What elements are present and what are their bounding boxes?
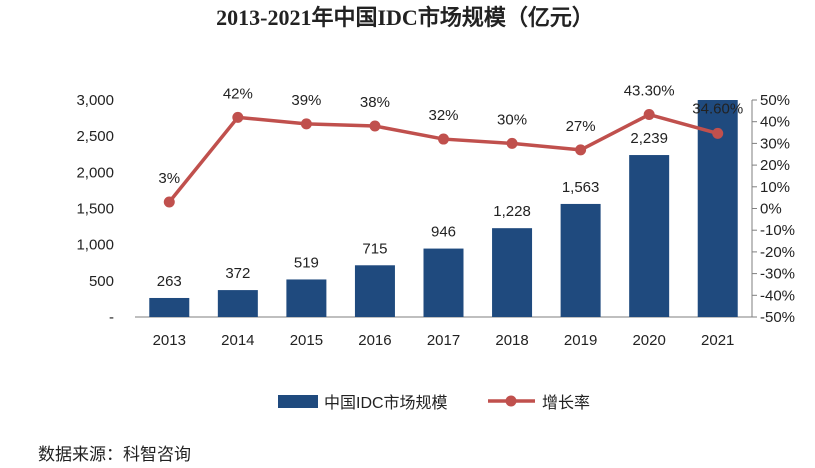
legend-line-marker	[505, 395, 517, 407]
y-right-tick-label: -40%	[760, 287, 795, 304]
y-right-tick-label: -20%	[760, 244, 795, 261]
growth-point	[438, 133, 449, 145]
bar	[217, 290, 258, 317]
bar-data-label: 1,563	[562, 179, 600, 196]
growth-data-label: 42%	[223, 85, 253, 102]
y-right-tick-label: 20%	[760, 157, 790, 174]
bar	[149, 297, 190, 317]
y-left-tick-label: 2,000	[76, 164, 114, 181]
growth-data-label: 32%	[428, 107, 458, 124]
y-left-tick-label: -	[109, 309, 114, 326]
growth-point	[300, 118, 312, 130]
x-tick-label: 2015	[290, 332, 323, 349]
bar	[560, 203, 601, 317]
y-left-tick-label: 1,500	[76, 201, 114, 218]
bar	[354, 265, 395, 317]
x-tick-label: 2019	[564, 332, 597, 349]
y-right-tick-label: 50%	[760, 92, 790, 109]
growth-point	[575, 144, 587, 156]
x-tick-label: 2018	[495, 332, 528, 349]
bar-data-label: 715	[362, 240, 387, 257]
bar-data-label: 263	[157, 273, 182, 290]
growth-data-label: 39%	[291, 92, 321, 109]
growth-point	[712, 127, 724, 139]
bar	[492, 228, 533, 317]
growth-data-label: 27%	[566, 118, 596, 135]
source-note: 数据来源：科智咨询	[38, 445, 191, 465]
bar	[423, 248, 464, 317]
x-tick-label: 2014	[221, 332, 254, 349]
x-tick-label: 2013	[153, 332, 186, 349]
legend-line-label: 增长率	[542, 394, 590, 412]
x-tick-label: 2016	[358, 332, 391, 349]
x-tick-label: 2020	[632, 332, 665, 349]
y-left-tick-label: 3,000	[76, 92, 114, 109]
bar-data-label: 372	[225, 265, 250, 282]
growth-data-label: 30%	[497, 111, 527, 128]
legend-bar-swatch	[278, 395, 318, 408]
growth-point	[232, 111, 244, 123]
bar	[286, 279, 327, 317]
legend: 中国IDC市场规模 增长率	[278, 394, 590, 412]
y-right-tick-label: 0%	[760, 201, 782, 218]
bar-data-label: 2,239	[630, 130, 668, 147]
growth-data-label: 34.60%	[692, 100, 743, 117]
y-right-tick-label: 10%	[760, 179, 790, 196]
y-left-tick-label: 500	[89, 273, 114, 290]
growth-data-label: 43.30%	[624, 83, 675, 100]
bar-data-label: 519	[294, 254, 319, 271]
growth-point	[369, 120, 381, 132]
bar-series	[149, 100, 738, 317]
chart-title: 2013-2021年中国IDC市场规模（亿元）	[216, 5, 594, 30]
growth-data-label: 38%	[360, 94, 390, 111]
x-tick-label: 2017	[427, 332, 460, 349]
legend-bar-label: 中国IDC市场规模	[324, 394, 448, 412]
growth-data-label: 3%	[158, 170, 180, 187]
y-right-tick-label: 30%	[760, 135, 790, 152]
y-right-tick-label: -30%	[760, 266, 795, 283]
growth-point	[506, 137, 518, 149]
growth-point	[163, 196, 175, 208]
growth-point	[643, 109, 655, 121]
bar-data-label: 1,228	[493, 203, 531, 220]
y-right-tick-label: -50%	[760, 309, 795, 326]
line-series	[163, 109, 724, 208]
y-right-tick-label: -10%	[760, 222, 795, 239]
data-labels: 263 372 519 715 946 1,228 1,563 2,239 3% 42% 39% 38…	[157, 83, 743, 290]
y-left-tick-label: 2,500	[76, 128, 114, 145]
bar	[629, 155, 670, 317]
y-right-tick-label: 40%	[760, 114, 790, 131]
bar-data-label: 946	[431, 224, 456, 241]
x-tick-label: 2021	[701, 332, 734, 349]
y-left-tick-label: 1,000	[76, 237, 114, 254]
